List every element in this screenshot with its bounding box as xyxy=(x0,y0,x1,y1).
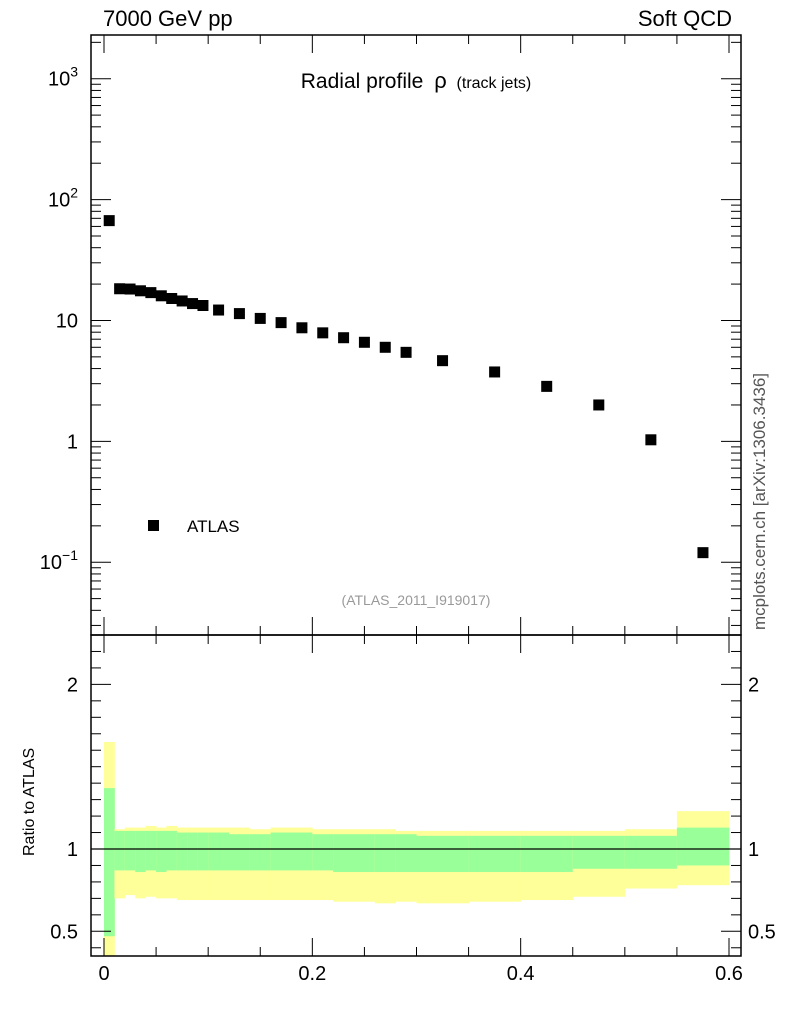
data-point-7 xyxy=(176,295,188,307)
data-point-10 xyxy=(213,304,225,316)
main-y-tick-label-2: 10 xyxy=(56,310,78,332)
header-right: Soft QCD xyxy=(637,6,732,31)
main-y-tick-label-3: 1 xyxy=(67,431,78,453)
data-point-9 xyxy=(197,300,209,312)
data-point-25 xyxy=(697,547,709,559)
ratio-y-tick-label-left-2: 2 xyxy=(67,674,78,696)
data-point-17 xyxy=(358,336,370,348)
data-point-20 xyxy=(437,355,449,367)
chart-title-symbol: ρ xyxy=(434,68,447,93)
ratio-y-tick-label-right-0: 0.5 xyxy=(748,921,776,943)
inner-band-9 xyxy=(197,832,209,871)
data-point-24 xyxy=(645,434,657,446)
inner-band-12 xyxy=(249,834,272,871)
main-y-tick-label-1: 102 xyxy=(48,185,78,212)
data-point-12 xyxy=(254,312,266,324)
inner-band-10 xyxy=(208,832,230,871)
data-point-14 xyxy=(296,322,308,334)
data-point-6 xyxy=(166,292,178,304)
inner-band-24 xyxy=(624,835,678,869)
inner-band-11 xyxy=(229,834,251,871)
side-label: mcplots.cern.ch [arXiv:1306.3436] xyxy=(750,372,769,630)
ratio-y-label: Ratio to ATLAS xyxy=(21,747,38,856)
data-point-11 xyxy=(233,308,245,320)
data-point-13 xyxy=(275,317,287,329)
ratio-y-tick-label-left-0: 0.5 xyxy=(50,921,78,943)
inner-band-17 xyxy=(354,834,376,873)
inner-band-5 xyxy=(156,830,167,873)
data-point-21 xyxy=(489,366,501,378)
inner-band-14 xyxy=(291,832,313,871)
inner-band-8 xyxy=(187,832,199,871)
inner-band-22 xyxy=(520,835,574,873)
x-tick-label-1: 0.2 xyxy=(298,963,326,985)
inner-band-15 xyxy=(312,834,334,871)
legend-label: ATLAS xyxy=(187,517,240,536)
data-point-1 xyxy=(114,283,126,295)
inner-band-3 xyxy=(135,830,147,873)
inner-band-16 xyxy=(333,834,355,873)
inner-band-6 xyxy=(166,830,178,871)
x-tick-labels: 0 0.2 0.4 0.6 xyxy=(98,963,742,985)
inner-band-25 xyxy=(676,827,730,866)
chart-title-suffix: (track jets) xyxy=(457,75,532,92)
data-point-15 xyxy=(317,327,329,339)
data-point-19 xyxy=(400,346,412,358)
header-left: 7000 GeV pp xyxy=(103,6,233,31)
inner-band-1 xyxy=(114,830,126,871)
data-point-23 xyxy=(593,399,605,411)
ratio-frame xyxy=(90,634,742,957)
inner-band-21 xyxy=(468,835,522,873)
inner-band-23 xyxy=(572,835,626,869)
inner-band-4 xyxy=(145,830,157,871)
inner-band-18 xyxy=(374,834,397,873)
legend-marker xyxy=(148,520,159,531)
data-point-5 xyxy=(155,290,167,302)
inner-band-20 xyxy=(416,835,469,873)
data-point-8 xyxy=(187,298,199,310)
x-tick-label-3: 0.6 xyxy=(715,963,743,985)
x-tick-label-2: 0.4 xyxy=(507,963,535,985)
ratio-y-tick-label-left-1: 1 xyxy=(67,839,78,861)
data-point-18 xyxy=(379,341,391,353)
data-points xyxy=(103,215,709,559)
inner-band-19 xyxy=(395,834,417,873)
data-point-22 xyxy=(541,380,553,392)
ratio-y-tick-labels: 0.5 0.5 1 1 2 2 xyxy=(50,674,776,943)
data-point-4 xyxy=(145,287,157,299)
data-point-16 xyxy=(338,332,350,344)
inner-band-2 xyxy=(124,830,136,871)
main-frame xyxy=(90,34,742,636)
data-point-2 xyxy=(124,283,136,295)
x-tick-label-0: 0 xyxy=(98,963,109,985)
ratio-bands xyxy=(104,742,730,956)
data-point-3 xyxy=(134,285,146,297)
chart-title: Radial profile ρ (track jets) xyxy=(301,68,531,93)
main-y-tick-label-4: 10−1 xyxy=(40,547,78,574)
main-y-tick-label-0: 103 xyxy=(48,64,78,91)
ratio-y-tick-label-right-2: 2 xyxy=(748,674,759,696)
ratio-y-tick-label-right-1: 1 xyxy=(748,839,759,861)
data-point-0 xyxy=(103,215,115,227)
inner-band-0 xyxy=(104,788,115,937)
inner-band-7 xyxy=(176,832,188,871)
ratio-axis-ticks xyxy=(91,635,741,956)
main-axis-ticks xyxy=(91,35,741,635)
chart-title-text: Radial profile xyxy=(301,70,424,93)
inner-band-13 xyxy=(270,832,292,871)
analysis-tag: (ATLAS_2011_I919017) xyxy=(342,592,491,608)
